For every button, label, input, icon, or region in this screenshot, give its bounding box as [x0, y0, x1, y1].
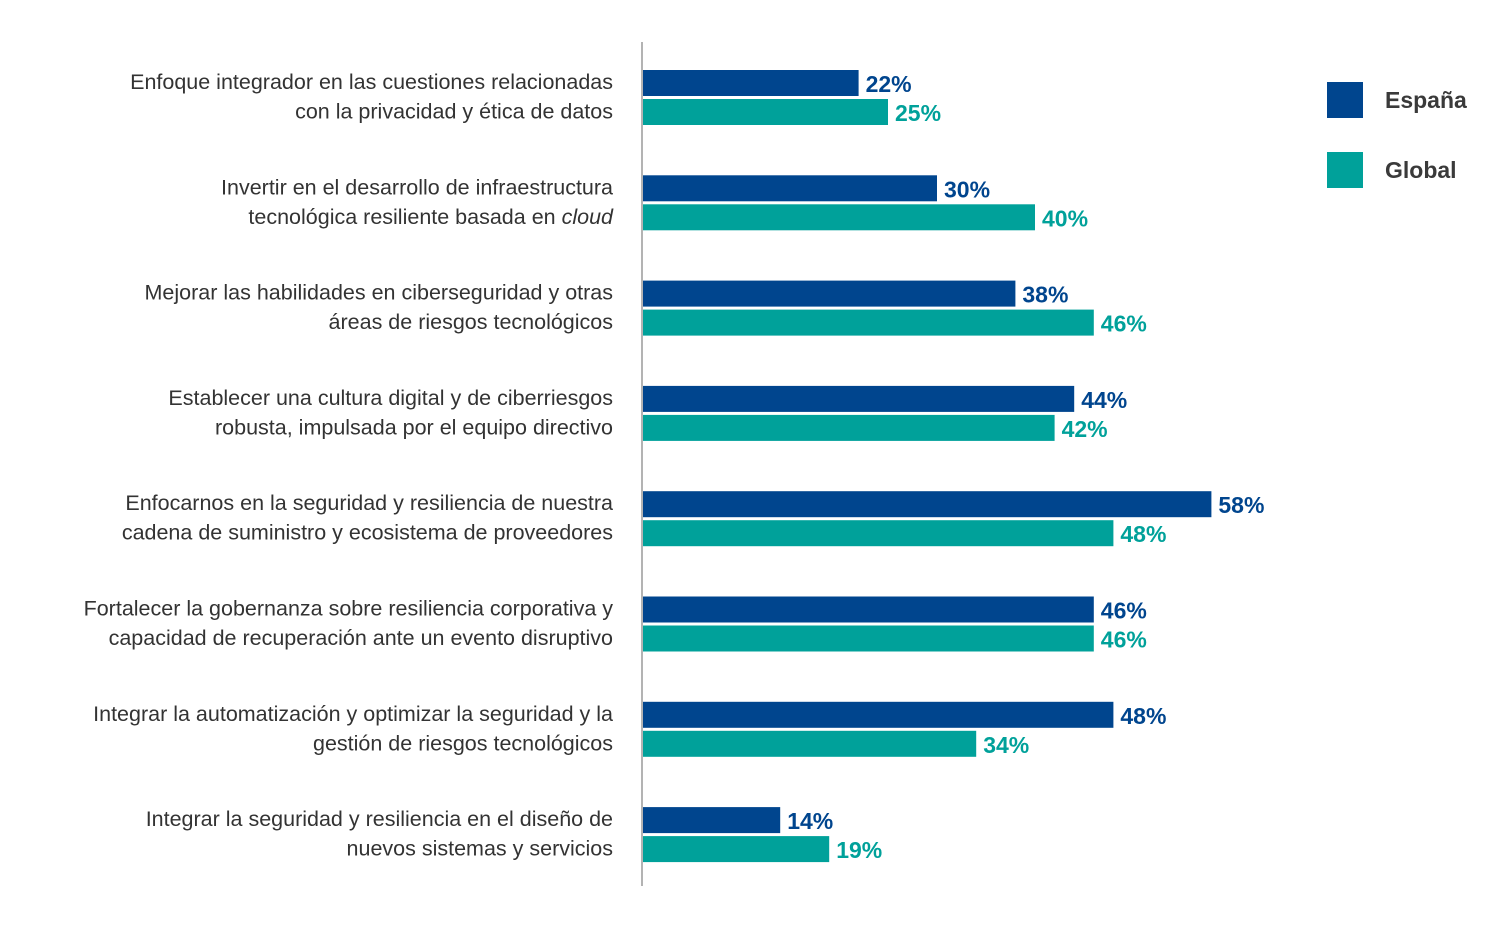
category-label: Integrar la seguridad y resiliencia en e… [146, 807, 613, 861]
bar-global [643, 520, 1114, 547]
category-label-line: tecnológica resiliente basada en [248, 205, 561, 229]
legend-swatch-espana [1327, 82, 1363, 118]
value-label-global: 34% [983, 732, 1029, 758]
bars [643, 70, 1212, 863]
legend-label-espana: España [1385, 87, 1467, 113]
legend-label-global: Global [1385, 157, 1457, 183]
bar-espana [643, 280, 1016, 307]
bar-espana [643, 701, 1114, 728]
category-label-line: áreas de riesgos tecnológicos [329, 310, 613, 334]
category-labels: Enfoque integrador en las cuestiones rel… [84, 70, 614, 861]
bar-global [643, 309, 1094, 336]
bar-espana [643, 70, 859, 96]
category-label-line: Mejorar las habilidades en cibersegurida… [145, 281, 613, 305]
value-label-global: 19% [836, 837, 882, 863]
legend: España Global [1327, 82, 1467, 188]
value-label-espana: 48% [1120, 703, 1166, 729]
bar-global [643, 730, 977, 757]
bar-espana [643, 596, 1094, 623]
value-label-global: 48% [1120, 521, 1166, 547]
bar-espana [643, 491, 1212, 518]
value-label-espana: 58% [1218, 492, 1264, 518]
bar-espana [643, 385, 1075, 412]
category-label-line: robusta, impulsada por el equipo directi… [215, 415, 613, 439]
value-label-global: 46% [1101, 627, 1147, 653]
category-label: Establecer una cultura digital y de cibe… [168, 386, 613, 440]
category-label-italic: cloud [562, 205, 614, 229]
value-label-espana: 38% [1022, 282, 1068, 308]
bar-global [643, 836, 830, 863]
bar-global [643, 204, 1035, 231]
value-label-espana: 22% [866, 71, 912, 97]
value-label-espana: 30% [944, 176, 990, 202]
category-label-line: Integrar la seguridad y resiliencia en e… [146, 807, 613, 831]
category-label-line: Fortalecer la gobernanza sobre resilienc… [84, 597, 614, 621]
category-label-line: con la privacidad y ética de datos [295, 100, 613, 124]
category-label-line: capacidad de recuperación ante un evento… [109, 626, 613, 650]
category-label-line: Integrar la automatización y optimizar l… [93, 702, 613, 726]
value-label-global: 40% [1042, 205, 1088, 231]
bar-espana [643, 807, 781, 834]
category-label: Integrar la automatización y optimizar l… [93, 702, 613, 756]
category-label-line: gestión de riesgos tecnológicos [313, 731, 613, 755]
value-label-espana: 44% [1081, 387, 1127, 413]
category-label-line: Invertir en el desarrollo de infraestruc… [221, 175, 613, 199]
category-label-line: nuevos sistemas y servicios [347, 837, 613, 861]
bar-global [643, 414, 1055, 441]
legend-swatch-global [1327, 152, 1363, 188]
category-label-line: Enfocarnos en la seguridad y resiliencia… [125, 491, 613, 515]
category-label: Enfoque integrador en las cuestiones rel… [130, 70, 613, 124]
bar-global [643, 99, 888, 125]
bar-espana [643, 175, 937, 202]
category-label: Mejorar las habilidades en cibersegurida… [145, 281, 613, 335]
value-label-espana: 46% [1101, 598, 1147, 624]
value-label-global: 42% [1062, 416, 1108, 442]
category-label: Invertir en el desarrollo de infraestruc… [221, 175, 614, 229]
category-label-line: Enfoque integrador en las cuestiones rel… [130, 70, 613, 94]
value-label-global: 46% [1101, 311, 1147, 337]
category-label-line: cadena de suministro y ecosistema de pro… [122, 521, 613, 545]
category-label-line: Establecer una cultura digital y de cibe… [168, 386, 613, 410]
value-label-espana: 14% [787, 808, 833, 834]
value-labels: 22% 25% 30% 40% 38% 46% 44% 42% 58% 48% 46% 46% 48% 3… [787, 71, 1264, 863]
category-label: Fortalecer la gobernanza sobre resilienc… [84, 597, 614, 651]
category-label: Enfocarnos en la seguridad y resiliencia… [122, 491, 613, 545]
bar-global [643, 625, 1094, 652]
value-label-global: 25% [895, 100, 941, 126]
